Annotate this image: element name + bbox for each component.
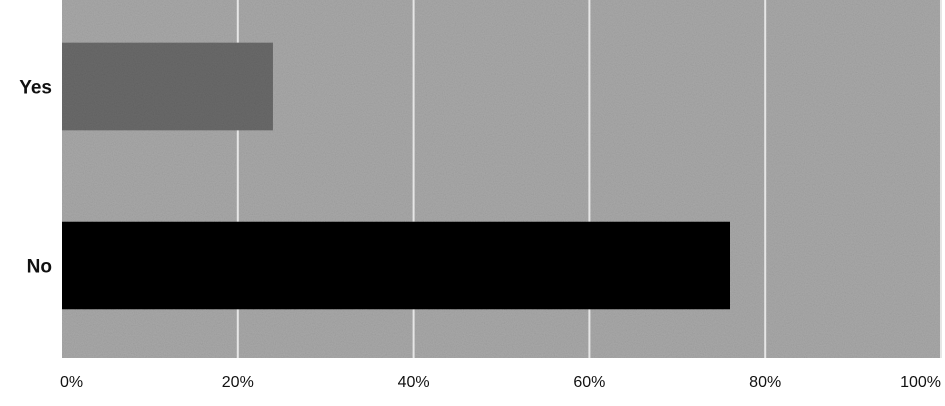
x-tick-label: 80%	[749, 374, 781, 391]
bars	[62, 42, 731, 310]
x-tick-label: 40%	[398, 374, 430, 391]
x-tick-label: 0%	[60, 374, 83, 391]
category-label-yes: Yes	[19, 78, 52, 99]
x-tick-labels: 0% 20% 40% 60% 80% 100%	[60, 374, 941, 391]
category-labels: Yes No	[19, 78, 52, 278]
x-tick-label: 60%	[573, 374, 605, 391]
x-tick-label: 100%	[900, 374, 941, 391]
bar-yes	[62, 42, 273, 131]
category-label-no: No	[27, 257, 52, 278]
x-tick-label: 20%	[222, 374, 254, 391]
bar-no	[62, 221, 731, 310]
